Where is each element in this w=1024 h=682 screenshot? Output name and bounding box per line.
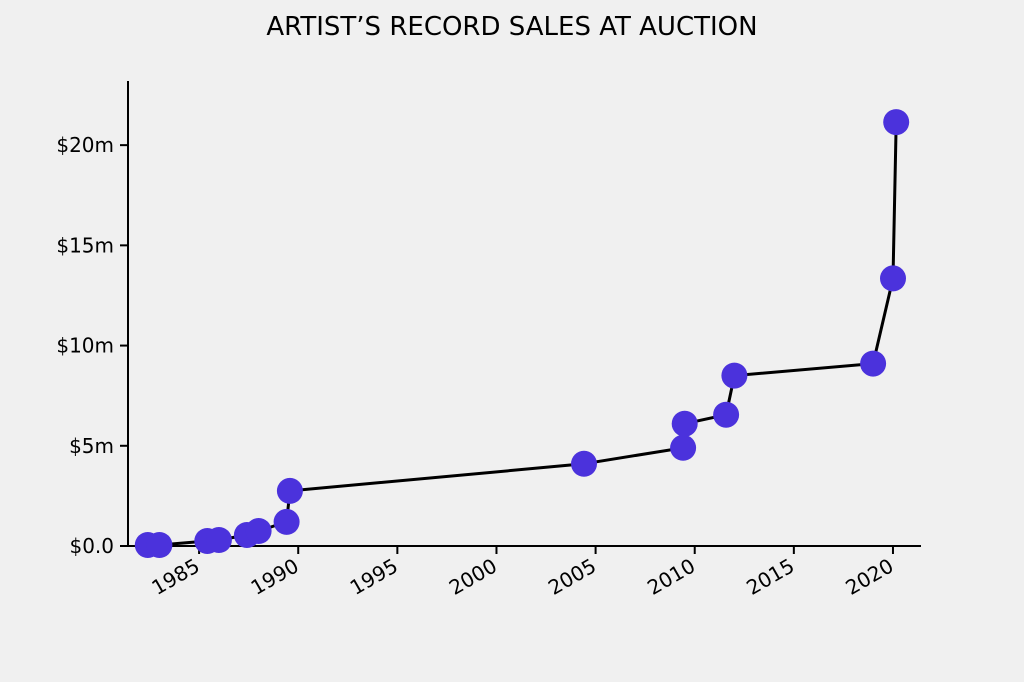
x-tick-label: 2020 [841,554,897,600]
data-point [146,532,173,558]
data-point [860,350,887,377]
data-point [571,450,597,477]
data-point [245,518,272,544]
x-axis: 1985 1990 1995 2000 2005 2010 2015 2020 [128,545,921,600]
x-tick-label: 2015 [742,554,798,600]
data-point [276,477,303,504]
x-tick-label: 1990 [247,554,303,600]
x-tick-label: 2000 [445,554,501,600]
data-point [671,410,698,437]
data-point [713,401,740,428]
data-point [670,434,697,461]
x-tick-label: 1995 [346,554,402,600]
y-axis: $0.0 $5m $10m $15m $20m [56,81,129,558]
x-tick-label: 2010 [643,554,699,600]
data-point [883,109,910,136]
y-tick-label: $10m [56,334,114,358]
y-tick-label: $20m [56,133,114,157]
series-line [147,122,898,547]
x-tick-label: 2005 [544,554,600,600]
plot-area [134,109,910,558]
data-point [880,265,906,292]
y-tick-label: $5m [69,434,114,458]
y-tick-label: $15m [56,233,114,257]
data-point [273,508,300,535]
data-point [721,362,748,389]
data-point [205,527,232,553]
y-tick-label: $0.0 [69,534,114,558]
x-tick-label: 1985 [148,554,204,600]
chart-title: ARTIST’S RECORD SALES AT AUCTION [266,12,757,42]
